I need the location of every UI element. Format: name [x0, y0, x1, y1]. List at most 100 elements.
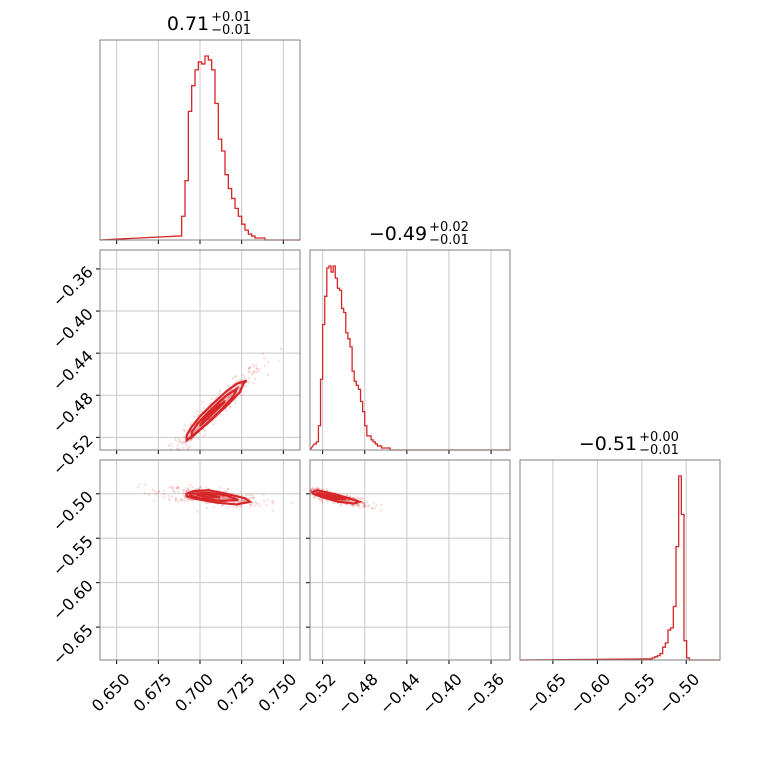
sample-point	[310, 488, 313, 491]
sample-point	[182, 429, 185, 432]
sample-point	[199, 485, 202, 488]
sample-point	[197, 426, 200, 429]
sample-point	[366, 505, 370, 508]
contour-2-0-2	[196, 493, 221, 499]
sample-point	[183, 489, 186, 492]
y-tick-label: −0.60	[49, 576, 97, 624]
sample-point	[229, 406, 232, 409]
sample-point	[368, 504, 371, 507]
sample-point	[371, 506, 374, 510]
param-title-1-plus: +0.02	[429, 220, 469, 235]
sample-point	[257, 502, 260, 506]
sample-point	[262, 357, 266, 360]
sample-point	[348, 495, 351, 498]
sample-point	[346, 493, 349, 496]
sample-point	[271, 502, 275, 505]
sample-point	[248, 503, 251, 506]
sample-point	[250, 503, 253, 506]
sample-point	[188, 439, 192, 442]
sample-point	[355, 504, 358, 507]
sample-point	[317, 497, 321, 501]
sample-point	[203, 429, 206, 432]
sample-point	[174, 437, 177, 440]
sample-point	[240, 500, 243, 503]
sample-point	[363, 505, 366, 508]
sample-point	[263, 364, 266, 367]
sample-point	[373, 507, 376, 510]
sample-point	[174, 499, 177, 502]
scatter-panel-1-0	[99, 249, 301, 451]
sample-point	[179, 497, 182, 500]
sample-point	[332, 501, 336, 505]
sample-point	[259, 504, 262, 508]
sample-point	[205, 502, 208, 505]
sample-point	[239, 505, 242, 508]
sample-point	[313, 487, 316, 490]
sample-point	[229, 505, 232, 508]
sample-point	[250, 504, 253, 507]
contour-2-0-1	[188, 491, 239, 502]
sample-point	[170, 485, 173, 488]
sample-point	[251, 496, 254, 500]
sample-point	[187, 499, 190, 502]
scatter-panel-2-1	[309, 459, 511, 661]
sample-point	[271, 509, 274, 512]
param-title-1-minus: −0.01	[429, 233, 469, 248]
sample-point	[189, 438, 192, 442]
sample-point	[163, 489, 166, 493]
sample-point	[182, 446, 185, 449]
sample-point	[371, 507, 374, 510]
sample-point	[172, 486, 175, 490]
sample-point	[176, 485, 179, 488]
sample-point	[190, 422, 193, 426]
sample-point	[255, 371, 259, 374]
sample-point	[320, 499, 323, 502]
sample-point	[266, 498, 269, 501]
sample-point	[350, 500, 353, 503]
sample-point	[252, 496, 255, 499]
sample-point	[186, 488, 190, 491]
sample-point	[251, 371, 254, 374]
sample-point	[178, 440, 181, 443]
sample-point	[251, 493, 254, 497]
sample-point	[171, 445, 174, 448]
sample-point	[176, 444, 180, 447]
sample-point	[184, 443, 187, 447]
sample-point	[182, 494, 186, 497]
sample-point	[321, 499, 324, 502]
sample-point	[349, 500, 352, 503]
sample-point	[168, 486, 171, 489]
sample-point	[170, 495, 174, 498]
sample-point	[322, 488, 325, 491]
sample-point	[182, 489, 185, 492]
sample-point	[247, 381, 250, 384]
sample-point	[325, 488, 328, 491]
sample-point	[258, 367, 261, 371]
sample-point	[257, 369, 260, 372]
sample-point	[365, 500, 368, 503]
sample-point	[247, 367, 251, 370]
sample-point	[162, 496, 165, 499]
sample-point	[351, 500, 355, 503]
sample-point	[223, 497, 226, 500]
sample-point	[227, 384, 230, 387]
sample-point	[193, 415, 196, 419]
sample-point	[248, 366, 252, 369]
y-tick-label: −0.52	[49, 431, 97, 479]
sample-point	[251, 363, 255, 367]
y-tick-label: −0.48	[49, 389, 97, 437]
sample-point	[360, 497, 363, 500]
sample-point	[309, 488, 313, 491]
sample-point	[154, 490, 157, 493]
scatter-panel-2-0	[99, 459, 301, 661]
sample-point	[177, 487, 181, 490]
param-title-2-plus: +0.00	[639, 430, 679, 445]
sample-point	[345, 498, 348, 502]
sample-point	[339, 504, 342, 507]
sample-point	[177, 437, 181, 440]
sample-point	[379, 509, 383, 512]
sample-point	[234, 401, 237, 405]
sample-point	[248, 366, 251, 369]
sample-point	[238, 504, 241, 507]
sample-point	[358, 506, 361, 509]
